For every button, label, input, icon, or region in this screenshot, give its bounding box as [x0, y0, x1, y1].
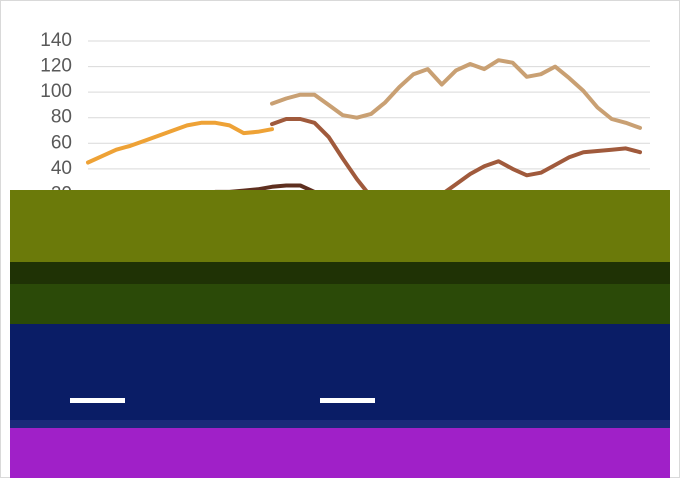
- glitch-mark: [70, 398, 125, 403]
- glitch-band: [10, 428, 670, 478]
- series-line: [270, 58, 642, 130]
- y-tick-label: 80: [51, 107, 72, 128]
- y-tick-label: 100: [40, 81, 72, 102]
- corruption-overlay: [10, 190, 670, 478]
- y-tick-label: 140: [40, 30, 72, 51]
- y-tick-label: 40: [51, 158, 72, 179]
- glitch-mark: [320, 398, 375, 403]
- series-line: [270, 117, 642, 206]
- y-tick-label: 60: [51, 132, 72, 153]
- series-line: [86, 120, 274, 165]
- glitch-band: [10, 190, 670, 262]
- glitch-band: [10, 284, 670, 324]
- glitch-band: [10, 324, 670, 420]
- glitch-band: [10, 262, 670, 284]
- y-tick-label: 120: [40, 56, 72, 77]
